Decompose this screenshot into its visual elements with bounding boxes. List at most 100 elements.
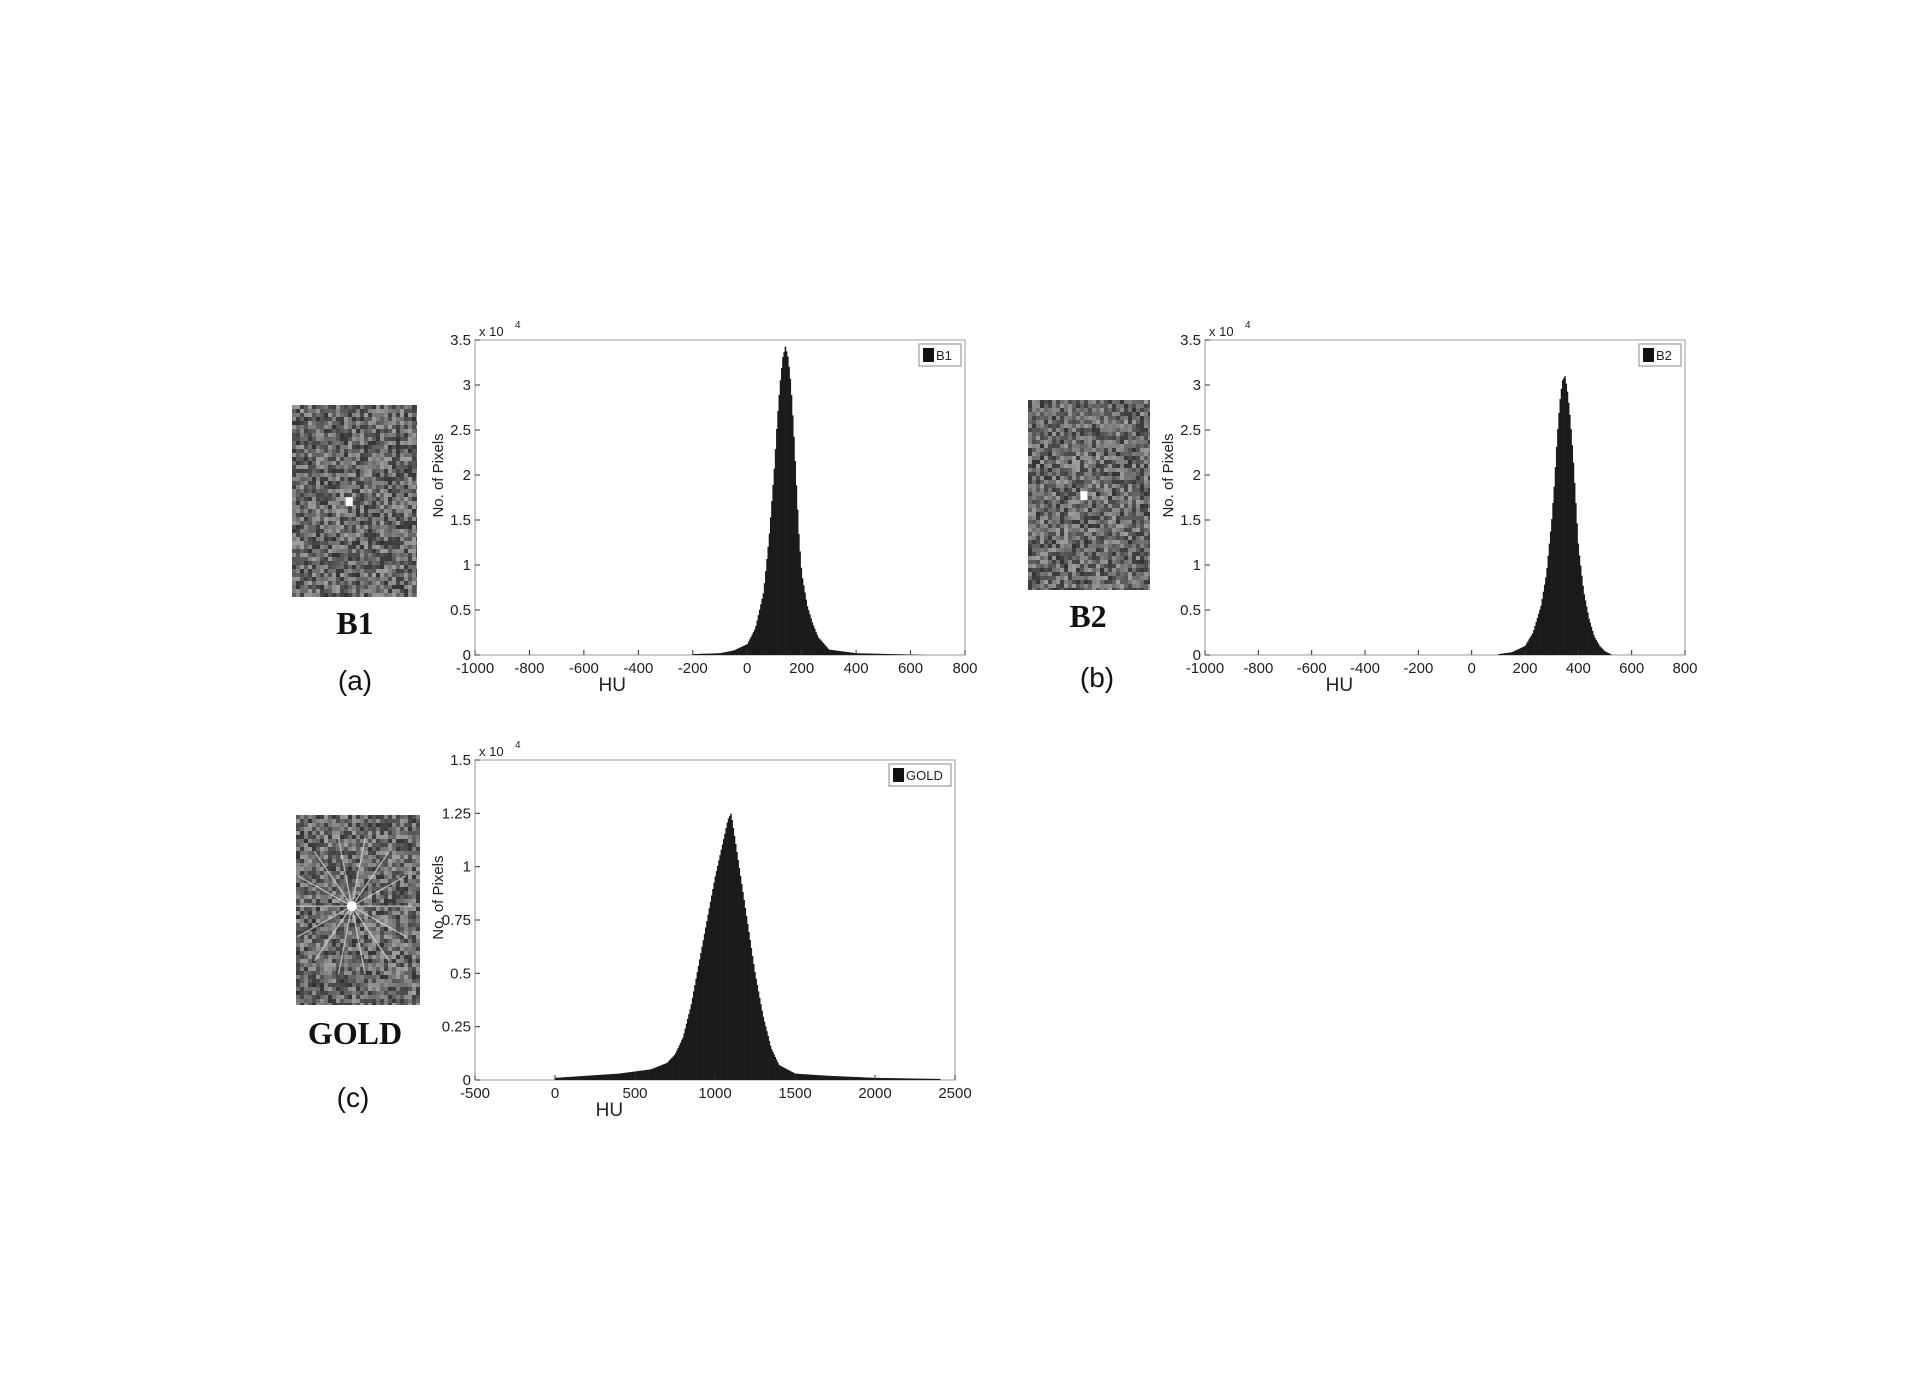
histogram-bar (1536, 617, 1539, 655)
histogram-bar (706, 653, 708, 655)
histogram-bar (1507, 652, 1510, 655)
histogram-bar (810, 618, 812, 655)
histogram-bar (719, 653, 722, 655)
b2-image-label: B2 (1069, 598, 1107, 634)
histogram-bar (719, 855, 721, 1080)
histogram-bar (573, 1076, 575, 1080)
histogram-bar (822, 1075, 825, 1080)
histogram-bar (806, 606, 809, 655)
histogram-bar (845, 651, 848, 655)
histogram-bar (685, 1023, 688, 1080)
y-tick-label: 1.5 (450, 512, 471, 529)
histogram-bar (595, 1075, 598, 1080)
histogram-bar (694, 654, 696, 655)
y-tick-label: 0.5 (1180, 602, 1201, 619)
y-tick-label: 1.5 (450, 752, 471, 769)
histogram-bar (905, 654, 908, 655)
histogram-bar (677, 1048, 679, 1080)
histogram-bar (586, 1075, 588, 1080)
histogram-bar (696, 972, 699, 1080)
histogram-bar (736, 852, 738, 1080)
histogram-bar (576, 1076, 579, 1080)
histogram-bar (907, 1078, 910, 1080)
histogram-bar (773, 1054, 775, 1080)
histogram-bar (667, 1061, 670, 1080)
histogram-bar (881, 1077, 883, 1080)
histogram-bar (714, 653, 717, 655)
histogram-bar (891, 654, 893, 655)
histogram-bar (724, 652, 727, 655)
x-tick-label: -600 (1297, 660, 1327, 677)
histogram-bar (768, 533, 771, 655)
histogram-bar (708, 908, 711, 1080)
histogram-bar (849, 652, 852, 655)
histogram-bar (587, 1075, 589, 1080)
histogram-bar (753, 964, 755, 1080)
histogram-bar (913, 1078, 916, 1080)
histogram-bar (776, 428, 778, 655)
histogram-bar (750, 948, 753, 1080)
legend: GOLD (888, 763, 952, 787)
histogram-bar (773, 468, 776, 655)
histogram-bar (775, 1059, 778, 1080)
y-exponent: 4 (515, 320, 521, 331)
histogram-bar (728, 651, 730, 655)
histogram-bar (815, 1075, 817, 1080)
histogram-bar (799, 551, 801, 655)
histogram-bar (838, 1076, 840, 1080)
histogram-bar (765, 1026, 767, 1080)
histogram-bar (642, 1070, 645, 1080)
histogram-bar (928, 1078, 930, 1080)
y-tick-label: 0 (1193, 647, 1201, 664)
histogram-bar (827, 1075, 829, 1080)
x-axis-label: HU (596, 1100, 623, 1121)
histogram-bar (774, 1056, 777, 1080)
x-tick-label: -600 (569, 660, 599, 677)
histogram-bar (1517, 649, 1520, 655)
histogram-bar (708, 653, 711, 655)
histogram-bar (810, 1074, 813, 1080)
histogram-bar (733, 836, 736, 1080)
histogram-bar (923, 1078, 925, 1080)
histogram-bar (917, 1078, 919, 1080)
histogram-bar (1534, 625, 1536, 655)
histogram-bar (1583, 594, 1586, 655)
histogram-bar (1535, 621, 1538, 655)
histogram-bar (557, 1077, 559, 1080)
histogram-bar (882, 653, 885, 655)
histogram-bar (755, 625, 757, 655)
histogram-bar (648, 1069, 651, 1080)
histogram-bar (559, 1077, 562, 1080)
histogram-bar (893, 1078, 895, 1080)
histogram-bar (1533, 630, 1535, 655)
histogram-bar (823, 644, 826, 655)
histogram-bar (779, 1065, 781, 1080)
histogram-bar (782, 357, 784, 655)
histogram-bar (845, 1076, 847, 1080)
histogram-bar (727, 818, 730, 1080)
histogram-bar (676, 1050, 678, 1080)
y-exponent: 4 (515, 740, 521, 751)
histogram-bar (640, 1070, 642, 1080)
histogram-bar (933, 1078, 935, 1080)
histogram-bar (597, 1075, 599, 1080)
histogram-bar (1523, 646, 1526, 655)
histogram-bar (798, 1073, 801, 1080)
histogram-bar (747, 641, 750, 655)
histogram-bar (850, 1076, 852, 1080)
y-tick-label: 1 (463, 859, 471, 876)
x-tick-label: 1500 (778, 1085, 811, 1102)
histogram-bar (903, 1078, 905, 1080)
histogram-bar (756, 620, 759, 655)
histogram-bar (1589, 622, 1592, 655)
histogram-bar (1559, 399, 1562, 655)
histogram-bar (588, 1075, 591, 1080)
histogram-bar (722, 652, 724, 655)
histogram-bar (1605, 651, 1607, 655)
histogram-bar (1503, 653, 1505, 655)
histogram-bar (819, 1075, 821, 1080)
histogram-bar (713, 882, 715, 1080)
x-axis-label: HU (598, 675, 625, 696)
histogram-bar (707, 653, 710, 655)
histogram-bar (591, 1075, 593, 1080)
